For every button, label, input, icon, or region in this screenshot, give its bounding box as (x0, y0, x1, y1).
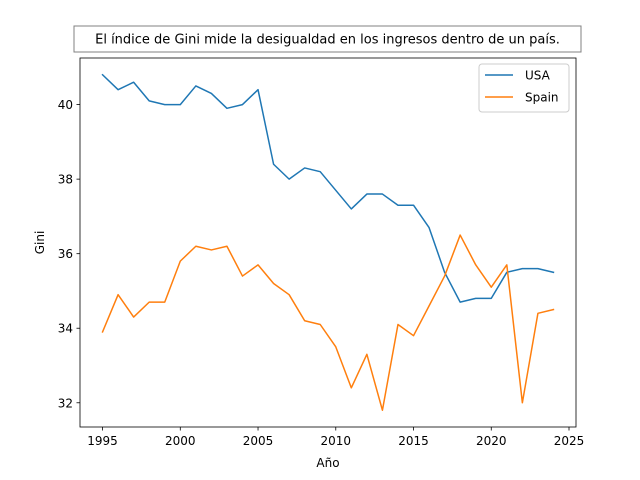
x-tick-label: 1995 (87, 434, 118, 448)
title-frame (73, 25, 582, 53)
y-tick-label: 32 (58, 396, 73, 410)
y-axis-ticks: 32 34 36 38 40 (58, 98, 80, 410)
chart-title-box: El índice de Gini mide la desigualdad en… (73, 25, 582, 53)
x-tick-label: 2020 (476, 434, 507, 448)
series-lines (101, 73, 555, 411)
y-tick-label: 36 (58, 247, 73, 261)
chart-title: El índice de Gini mide la desigualdad en… (95, 33, 560, 48)
plot-area-frame (79, 57, 577, 428)
y-tick-label: 40 (58, 98, 73, 112)
series-line-spain (101, 234, 555, 411)
legend-label-spain: Spain (525, 91, 559, 105)
y-tick-label: 38 (58, 173, 73, 187)
legend-label-usa: USA (525, 69, 551, 83)
y-tick-label: 34 (58, 322, 73, 336)
x-tick-label: 2005 (243, 434, 274, 448)
x-tick-label: 2000 (165, 434, 196, 448)
x-tick-label: 2015 (398, 434, 429, 448)
x-tick-label: 2025 (554, 434, 585, 448)
x-axis-ticks: 1995 2000 2005 2010 2015 2020 2025 (87, 427, 584, 448)
legend-frame (478, 63, 570, 113)
series-line-usa (101, 73, 555, 303)
x-axis-label: Año (316, 456, 339, 470)
legend: USA Spain (478, 63, 570, 113)
y-axis-label: Gini (33, 231, 47, 255)
x-tick-label: 2010 (321, 434, 352, 448)
